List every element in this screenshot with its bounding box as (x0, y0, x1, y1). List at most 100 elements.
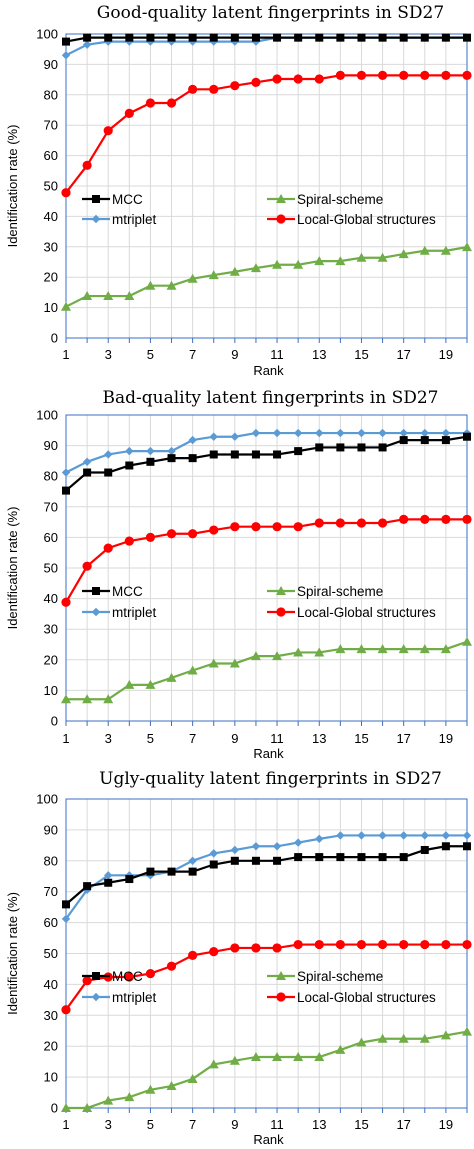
data-point (420, 831, 429, 840)
data-point (229, 266, 240, 276)
y-tick-label: 60 (44, 530, 58, 545)
data-point (124, 108, 134, 118)
data-point (272, 943, 282, 953)
data-point (208, 658, 219, 668)
x-tick-label: 15 (354, 731, 368, 746)
series-local-global-structures (61, 70, 472, 198)
data-point (272, 259, 283, 269)
x-tick-label: 9 (231, 731, 238, 746)
data-point (378, 33, 387, 42)
data-point (441, 831, 451, 840)
data-point (62, 900, 70, 909)
data-point (272, 428, 282, 438)
data-point (146, 867, 155, 876)
data-point (146, 457, 155, 466)
data-point (209, 450, 218, 459)
data-point (441, 514, 451, 524)
data-point (399, 70, 409, 80)
data-point (251, 522, 261, 532)
legend-label: Local-Global structures (297, 212, 436, 227)
data-point (293, 1052, 304, 1062)
y-tick-label: 80 (44, 87, 58, 102)
data-point (208, 270, 219, 280)
y-tick-label: 90 (44, 57, 58, 72)
x-tick-label: 17 (396, 347, 410, 362)
data-point (166, 1081, 177, 1091)
x-tick-label: 5 (147, 731, 154, 746)
series-line (65, 246, 468, 308)
data-point (104, 450, 113, 459)
data-point (293, 647, 304, 657)
data-point (357, 831, 366, 840)
data-point (335, 256, 346, 266)
legend-marker (276, 607, 286, 617)
data-point (124, 536, 134, 546)
data-point (187, 273, 198, 283)
data-point (104, 878, 113, 887)
data-point (125, 461, 134, 470)
data-point (314, 939, 324, 950)
legend-label: mtriplet (112, 212, 157, 227)
x-tick-label: 7 (189, 731, 196, 746)
data-point (82, 291, 93, 301)
y-axis-label: Identification rate (%) (5, 125, 20, 248)
chart-ugly-quality: Ugly-quality latent fingerprints in SD27… (5, 769, 472, 1147)
y-tick-label: 10 (44, 300, 58, 315)
data-point (314, 256, 325, 266)
data-point (463, 432, 471, 441)
data-point (125, 875, 134, 884)
data-point (230, 845, 240, 855)
data-point (82, 160, 92, 170)
data-point (420, 514, 430, 524)
data-point (146, 33, 155, 42)
data-point (273, 856, 282, 865)
data-point (124, 679, 135, 689)
data-point (293, 74, 303, 84)
data-point (209, 947, 219, 957)
data-point (357, 33, 366, 42)
data-point (62, 486, 70, 495)
data-point (441, 33, 450, 42)
legend-entry: Spiral-scheme (267, 192, 383, 207)
data-point (294, 853, 303, 862)
x-tick-label: 1 (62, 1117, 69, 1132)
data-point (124, 291, 135, 301)
data-point (230, 856, 239, 865)
data-point (166, 961, 177, 971)
x-tick-label: 9 (231, 347, 238, 362)
data-point (251, 33, 260, 42)
data-point (103, 291, 114, 301)
data-point (230, 522, 240, 532)
data-point (441, 428, 451, 438)
x-tick-label: 11 (270, 731, 284, 746)
data-point (166, 672, 177, 682)
x-tick-label: 13 (312, 347, 326, 362)
x-axis-label: Rank (253, 1132, 284, 1147)
legend-entry: MCC (82, 192, 143, 207)
series-line (66, 640, 468, 701)
data-point (440, 644, 451, 654)
data-point (145, 1084, 156, 1094)
data-point (441, 436, 450, 445)
data-point (314, 74, 324, 84)
y-tick-label: 100 (36, 408, 58, 423)
series-spiral-scheme (61, 242, 472, 311)
data-point (462, 514, 472, 524)
y-tick-label: 30 (44, 1008, 58, 1023)
y-tick-label: 40 (44, 591, 58, 606)
data-point (209, 525, 219, 535)
data-point (208, 1059, 219, 1069)
y-tick-label: 40 (44, 977, 58, 992)
data-point (250, 1052, 261, 1062)
data-point (336, 33, 345, 42)
data-point (419, 644, 430, 654)
legend-label: Spiral-scheme (297, 584, 383, 599)
legend-entry: Local-Global structures (267, 212, 436, 227)
x-axis-label: Rank (253, 363, 284, 378)
legend-entry: Local-Global structures (267, 990, 436, 1005)
data-point (399, 939, 409, 950)
x-tick-label: 3 (105, 1117, 112, 1132)
legend-marker (276, 992, 286, 1002)
y-tick-label: 30 (44, 622, 58, 637)
data-point (398, 644, 409, 654)
